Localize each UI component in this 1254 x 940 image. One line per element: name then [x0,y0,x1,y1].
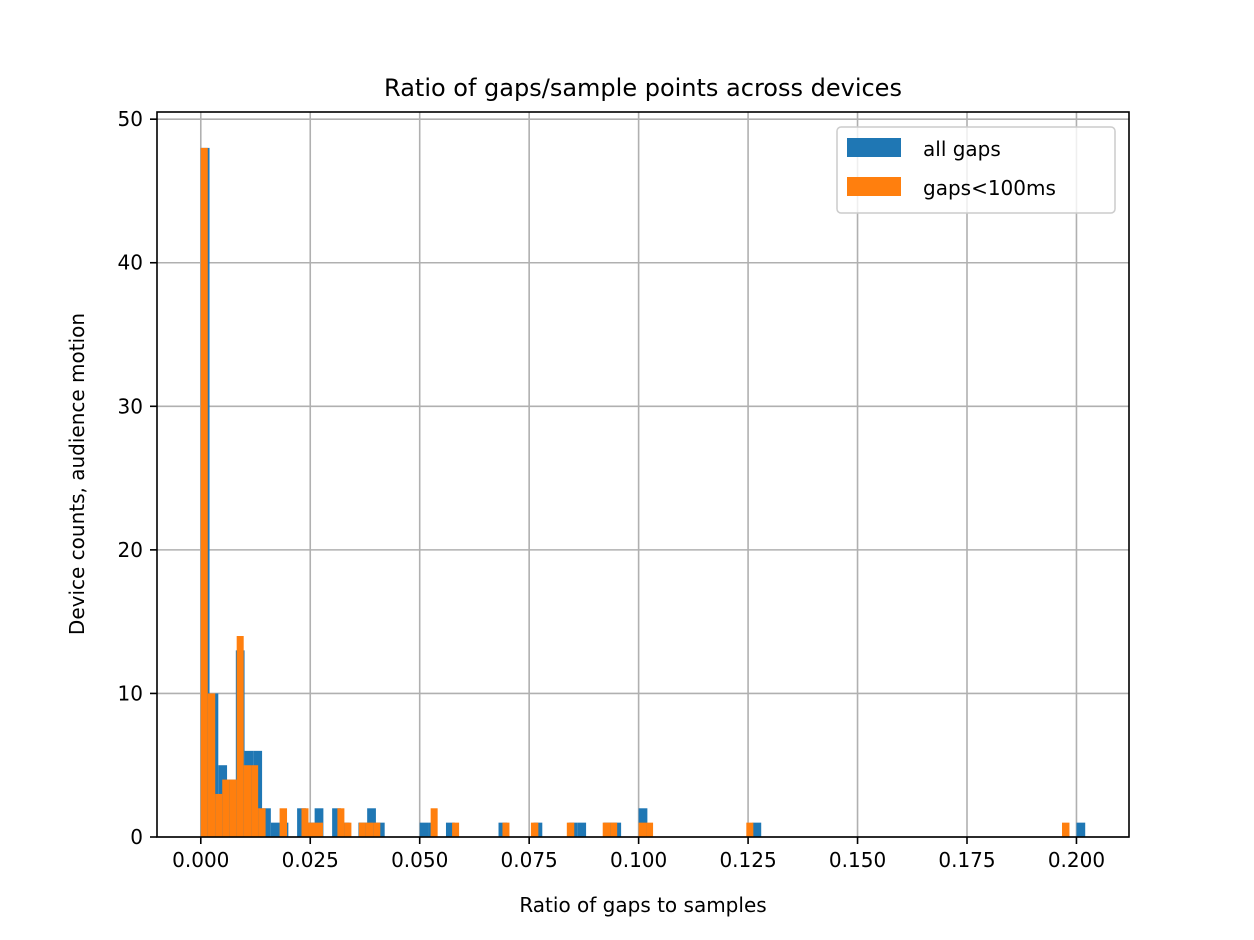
bar-series-0 [262,808,271,837]
x-tick-label: 0.075 [501,848,558,872]
x-tick-label: 0.100 [610,848,667,872]
bar-series-1 [1062,822,1070,837]
y-tick-label: 20 [118,538,143,562]
ticks-layer: 0.000 0.025 0.050 0.075 0.100 0.125 0.150 0.175… [118,107,1106,872]
x-tick-label: 0.125 [719,848,776,872]
bar-series-1 [279,808,288,837]
legend-swatch-gaps-under-100ms [847,177,901,196]
legend-label-gaps-under-100ms: gaps<100ms [923,176,1056,200]
bar-series-1 [200,147,208,837]
legend-label-all-gaps: all gaps [923,137,1001,161]
bar-series-1 [251,765,259,837]
bar-series-1 [315,822,323,837]
x-tick-label: 0.150 [829,848,886,872]
y-axis-label: Device counts, audience motion [65,313,89,635]
bar-series-1 [236,636,244,837]
y-tick-label: 30 [118,394,143,418]
x-tick-label: 0.175 [938,848,995,872]
bar-series-0 [332,808,341,837]
bar-series-1 [746,822,754,837]
bar-series-1 [243,765,252,837]
bar-series-1 [638,822,647,837]
y-tick-label: 0 [130,825,143,849]
bar-series-1 [610,822,618,837]
bars-layer [200,147,1086,837]
y-tick-label: 10 [118,681,143,705]
bar-series-1 [566,822,575,837]
x-tick-label: 0.050 [391,848,448,872]
bar-series-1 [301,808,309,837]
x-tick-label: 0.000 [172,848,229,872]
bar-series-1 [207,693,216,837]
bar-series-0 [445,822,455,837]
x-tick-label: 0.025 [282,848,339,872]
y-tick-label: 40 [118,251,143,275]
bar-series-0 [297,808,306,837]
bar-series-1 [602,822,611,837]
bar-series-1 [373,822,381,837]
bar-series-1 [229,779,237,837]
bar-series-1 [452,822,460,837]
chart-title: Ratio of gaps/sample points across devic… [384,74,902,102]
bar-series-1 [502,822,510,837]
x-tick-label: 0.200 [1048,848,1105,872]
bar-series-1 [430,808,438,837]
y-tick-label: 50 [118,107,143,131]
bar-series-1 [646,822,654,837]
legend: all gaps gaps<100ms [836,126,1116,214]
bar-series-0 [577,822,587,837]
bar-series-1 [358,822,366,837]
bar-series-0 [752,822,762,837]
bar-series-1 [365,822,374,837]
bar-series-1 [530,822,539,837]
bar-series-1 [215,793,223,837]
bar-series-0 [419,822,429,837]
bar-series-0 [1076,822,1086,837]
plot-area-background [157,112,1129,837]
bar-series-1 [222,779,230,837]
bar-series-1 [337,808,345,837]
bar-series-1 [308,822,316,837]
legend-box [836,126,1116,214]
bar-series-0 [270,822,280,837]
bar-series-1 [344,822,352,837]
x-axis-label: Ratio of gaps to samples [519,893,766,917]
bar-series-1 [258,808,266,837]
plot-frame [156,111,1130,838]
legend-swatch-all-gaps [847,138,901,157]
